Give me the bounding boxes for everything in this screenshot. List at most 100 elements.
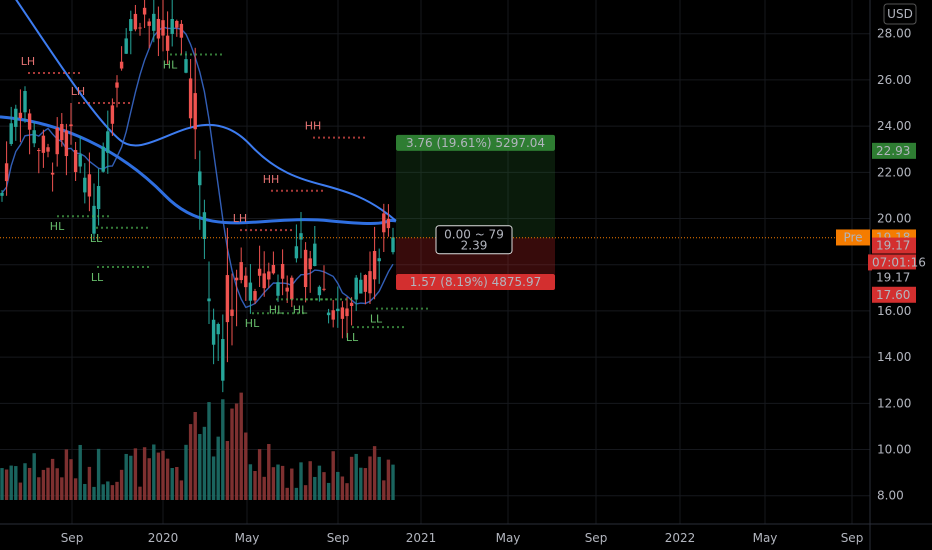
volume-bar bbox=[239, 392, 243, 500]
price-axis[interactable]: 28.0026.0024.0022.0020.0018.0016.0014.00… bbox=[869, 0, 911, 550]
grid-lines bbox=[0, 0, 870, 524]
candle-body bbox=[60, 123, 64, 141]
price-badge-box bbox=[872, 142, 916, 159]
volume-bar bbox=[87, 466, 92, 500]
volume-bar bbox=[106, 481, 110, 500]
candle-body bbox=[211, 319, 216, 345]
candle-body bbox=[349, 302, 354, 306]
volume-bar bbox=[216, 436, 220, 500]
volume-bar bbox=[119, 469, 124, 500]
candle-body bbox=[262, 273, 266, 289]
volume-bar bbox=[234, 403, 239, 500]
ma-slow-line bbox=[0, 115, 397, 225]
candle-body bbox=[23, 91, 27, 113]
volume-bar bbox=[230, 408, 234, 500]
candle-body bbox=[322, 288, 326, 290]
candle-body bbox=[87, 174, 92, 197]
volume-bar bbox=[115, 481, 119, 500]
candle-body bbox=[14, 108, 18, 127]
swing-label: LL bbox=[91, 271, 104, 284]
price-badge-box bbox=[868, 254, 916, 271]
volume-bars bbox=[0, 392, 395, 500]
candle-body bbox=[32, 130, 36, 144]
candle-body bbox=[161, 20, 165, 36]
swing-label: LH bbox=[71, 85, 85, 98]
volume-bar bbox=[267, 444, 271, 500]
target-label-box bbox=[396, 134, 555, 151]
volume-bar bbox=[179, 480, 184, 500]
candle-body bbox=[165, 35, 170, 51]
volume-bar bbox=[175, 466, 179, 500]
candle-body bbox=[202, 212, 207, 239]
candle-body bbox=[69, 124, 73, 127]
volume-bar bbox=[313, 476, 317, 500]
candle-body bbox=[368, 271, 372, 294]
volume-bar bbox=[138, 486, 142, 500]
volume-bar bbox=[386, 459, 391, 500]
y-tick-label: 24.00 bbox=[877, 119, 911, 133]
candle-body bbox=[0, 192, 4, 196]
candle-body bbox=[27, 113, 32, 130]
candle-body bbox=[37, 150, 41, 152]
volume-bar bbox=[133, 448, 138, 500]
price-badge-value: 19.17 bbox=[876, 270, 910, 284]
volume-bar bbox=[271, 467, 276, 500]
candle-body bbox=[285, 287, 289, 292]
candle-body bbox=[299, 233, 303, 240]
candle-body bbox=[175, 20, 179, 28]
ratio-box bbox=[435, 225, 513, 255]
candle-body bbox=[391, 237, 395, 253]
time-axis[interactable]: Sep 2020 May Sep 2021 May Sep 2022 May Sep bbox=[0, 523, 932, 545]
volume-bar bbox=[363, 468, 368, 500]
volume-bar bbox=[165, 458, 170, 500]
volume-bar bbox=[359, 467, 363, 500]
candle-body bbox=[326, 312, 331, 316]
volume-bar bbox=[161, 450, 165, 500]
volume-bar bbox=[14, 466, 18, 500]
candle-body bbox=[188, 78, 193, 119]
candle-body bbox=[271, 264, 276, 274]
swing-label: HH bbox=[263, 173, 280, 186]
volume-bar bbox=[83, 483, 87, 500]
currency-button[interactable]: USD bbox=[883, 3, 917, 25]
candle-body bbox=[276, 282, 280, 296]
volume-bar bbox=[349, 456, 354, 500]
candle-body bbox=[198, 171, 202, 186]
volume-bar bbox=[152, 444, 156, 500]
candle-body bbox=[78, 154, 82, 167]
volume-bar bbox=[60, 477, 64, 500]
volume-bar bbox=[276, 464, 280, 500]
x-tick-label: May bbox=[235, 531, 260, 545]
volume-bar bbox=[37, 477, 41, 500]
candle-body bbox=[193, 93, 197, 130]
volume-bar bbox=[211, 456, 216, 500]
volume-bar bbox=[202, 426, 207, 500]
candle-body bbox=[225, 275, 230, 323]
long-position-tool[interactable]: 3.76 (19.61%) 5297.04 1.57 (8.19%) 4875.9… bbox=[0, 134, 870, 290]
volume-bar bbox=[345, 483, 349, 500]
price-badge-box bbox=[872, 237, 916, 254]
candle-body bbox=[4, 163, 9, 182]
x-tick-label: Sep bbox=[61, 531, 84, 545]
volume-bar bbox=[55, 468, 59, 500]
x-tick-label: May bbox=[753, 531, 778, 545]
candle-body bbox=[239, 262, 243, 281]
volume-bar bbox=[299, 462, 303, 500]
swing-label: HL bbox=[269, 303, 284, 316]
candle-body bbox=[244, 275, 248, 288]
candle-body bbox=[142, 7, 147, 15]
swing-label: LL bbox=[90, 232, 103, 245]
candle-body bbox=[372, 250, 377, 280]
candle-body bbox=[290, 277, 294, 300]
candle-body bbox=[138, 27, 142, 29]
price-badge-value: 19.17 bbox=[876, 239, 910, 253]
x-tick-label: May bbox=[496, 531, 521, 545]
candle-body bbox=[248, 282, 253, 301]
candle-body bbox=[83, 177, 87, 193]
x-tick-label: Sep bbox=[327, 531, 350, 545]
volume-bar bbox=[92, 486, 96, 500]
volume-bar bbox=[207, 402, 211, 500]
candle-body bbox=[345, 308, 349, 317]
candle-body bbox=[377, 258, 381, 262]
